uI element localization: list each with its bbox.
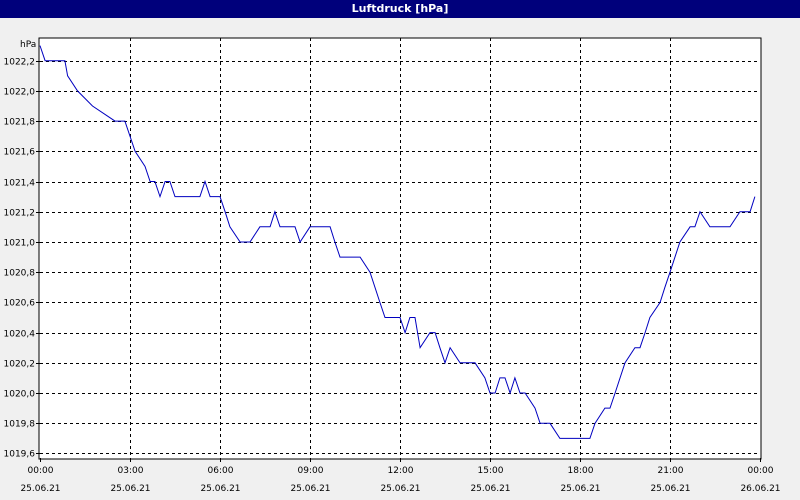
y-axis-label: hPa	[20, 40, 36, 50]
y-tick-label: 1020,4	[4, 330, 36, 340]
x-tick-date-label: 25.06.21	[290, 484, 330, 494]
y-tick-label: 1020,0	[4, 390, 36, 400]
y-tick-label: 1020,2	[4, 360, 36, 370]
x-tick-time-label: 00:00	[28, 466, 54, 476]
x-tick-date-label: 25.06.21	[470, 484, 510, 494]
x-tick-date-label: 25.06.21	[650, 484, 690, 494]
x-tick-date-label: 25.06.21	[200, 484, 240, 494]
x-tick-time-label: 15:00	[478, 466, 504, 476]
x-tick-date-label: 25.06.21	[380, 484, 420, 494]
y-tick-label: 1021,4	[4, 179, 36, 189]
y-tick-label: 1021,8	[4, 118, 36, 128]
y-tick-label: 1022,2	[4, 58, 36, 68]
x-tick-date-label: 26.06.21	[740, 484, 780, 494]
y-tick-label: 1020,6	[4, 299, 36, 309]
x-axis-ticks: 00:00 25.06.21 03:00 25.06.21 06:00 25.06.21 0…	[20, 458, 781, 494]
chart-area: 1019,6 1019,8 1020,0 1020,2 1020,4 1020,6 1020…	[4, 37, 781, 494]
y-tick-label: 1021,2	[4, 209, 36, 219]
x-tick-time-label: 09:00	[298, 466, 324, 476]
window-title: Luftdruck [hPa]	[0, 0, 800, 18]
y-tick-label: 1019,6	[4, 450, 36, 460]
x-tick-date-label: 25.06.21	[560, 484, 600, 494]
x-tick-time-label: 18:00	[568, 466, 594, 476]
y-tick-label: 1019,8	[4, 420, 36, 430]
gridlines	[40, 38, 760, 458]
y-axis-ticks: 1019,6 1019,8 1020,0 1020,2 1020,4 1020,6 1020…	[4, 58, 40, 460]
y-tick-label: 1020,8	[4, 269, 36, 279]
x-tick-date-label: 25.06.21	[20, 484, 60, 494]
series-line	[39, 45, 756, 439]
x-tick-time-label: 12:00	[388, 466, 414, 476]
x-tick-date-label: 25.06.21	[110, 484, 150, 494]
y-tick-label: 1021,6	[4, 148, 36, 158]
x-tick-time-label: 00:00	[748, 466, 774, 476]
x-tick-time-label: 06:00	[208, 466, 234, 476]
x-tick-time-label: 03:00	[118, 466, 144, 476]
y-tick-label: 1022,0	[4, 88, 36, 98]
y-tick-label: 1021,0	[4, 239, 36, 249]
x-tick-time-label: 21:00	[658, 466, 684, 476]
